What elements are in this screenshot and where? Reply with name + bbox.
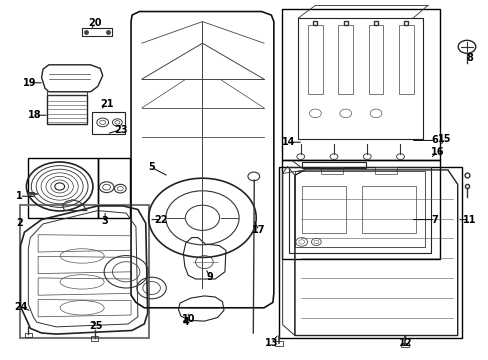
Text: 21: 21 bbox=[100, 99, 113, 109]
Text: 11: 11 bbox=[462, 215, 475, 225]
Bar bbox=[274, 341, 282, 346]
Bar bbox=[91, 336, 98, 341]
Text: 15: 15 bbox=[437, 134, 451, 144]
Text: 5: 5 bbox=[148, 162, 155, 172]
Bar bbox=[289, 167, 430, 253]
Bar bbox=[281, 160, 439, 259]
Bar bbox=[47, 95, 86, 124]
Bar bbox=[82, 28, 112, 36]
Bar bbox=[398, 25, 413, 94]
Text: 19: 19 bbox=[22, 78, 36, 88]
Bar bbox=[400, 343, 408, 347]
Bar bbox=[307, 25, 322, 94]
Text: 20: 20 bbox=[88, 18, 102, 28]
Text: 4: 4 bbox=[182, 317, 189, 327]
Text: 1: 1 bbox=[16, 191, 23, 201]
Bar bbox=[338, 25, 352, 94]
Bar bbox=[302, 162, 365, 168]
Text: 8: 8 bbox=[465, 53, 472, 63]
Bar bbox=[28, 158, 98, 218]
Text: 23: 23 bbox=[114, 125, 128, 135]
Text: 13: 13 bbox=[264, 338, 278, 348]
Bar bbox=[28, 192, 34, 196]
Text: 7: 7 bbox=[431, 215, 438, 225]
Text: 2: 2 bbox=[16, 218, 23, 228]
Text: 14: 14 bbox=[281, 137, 295, 147]
Bar bbox=[47, 91, 86, 95]
Bar bbox=[295, 171, 425, 247]
Bar bbox=[92, 112, 125, 134]
Text: 17: 17 bbox=[252, 225, 265, 235]
Text: 22: 22 bbox=[154, 215, 168, 225]
Bar bbox=[20, 205, 149, 338]
Bar bbox=[298, 18, 422, 139]
Text: 25: 25 bbox=[89, 321, 102, 331]
Text: 6: 6 bbox=[431, 135, 438, 145]
Bar bbox=[278, 167, 461, 338]
Bar bbox=[25, 333, 32, 337]
Bar bbox=[301, 186, 345, 233]
Text: 3: 3 bbox=[102, 216, 108, 226]
Text: 12: 12 bbox=[398, 338, 412, 348]
Bar bbox=[98, 158, 129, 218]
Bar bbox=[321, 167, 343, 174]
Text: 16: 16 bbox=[430, 147, 444, 157]
Text: 24: 24 bbox=[14, 302, 28, 312]
Bar bbox=[368, 25, 383, 94]
Text: 10: 10 bbox=[181, 314, 195, 324]
Bar bbox=[374, 167, 396, 174]
Text: 18: 18 bbox=[28, 110, 42, 120]
Text: 9: 9 bbox=[206, 272, 213, 282]
Bar bbox=[361, 186, 415, 233]
Bar bbox=[281, 9, 439, 160]
